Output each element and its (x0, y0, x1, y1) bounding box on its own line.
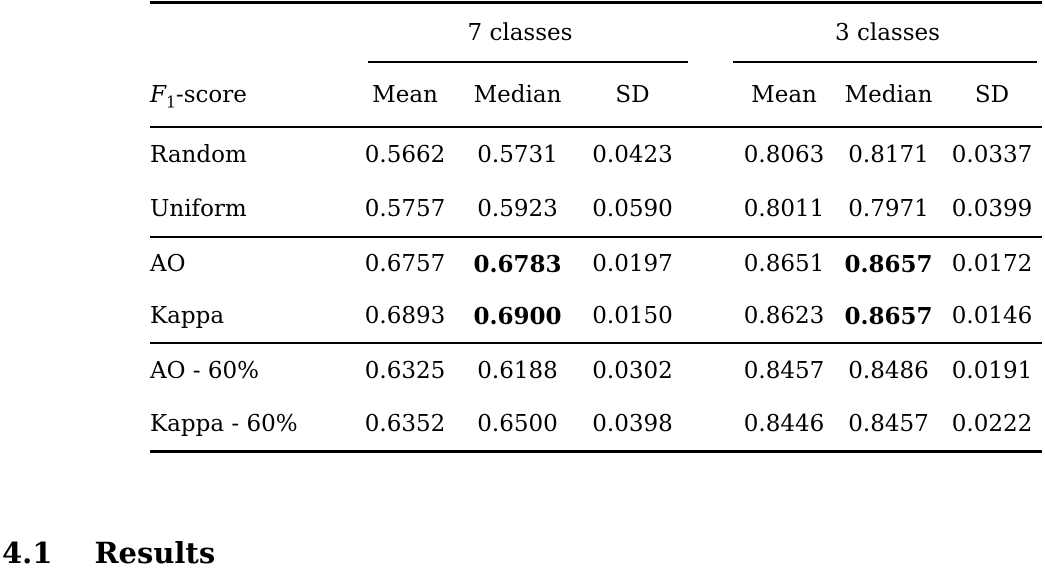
table-row-random: Random 0.5662 0.5731 0.0423 0.8063 0.817… (150, 128, 1042, 182)
table-cell: 0.6352 (364, 410, 446, 437)
table-cell: 0.5757 (364, 196, 446, 222)
table-cell: 0.6757 (364, 251, 446, 277)
row-label: Kappa - 60% (150, 410, 298, 437)
table-cell: 0.0337 (951, 142, 1033, 168)
group-header-3-classes: 3 classes (835, 19, 940, 46)
table-row-kappa: Kappa 0.6893 0.6900 0.0150 0.8623 0.8657… (150, 290, 1042, 342)
table-cell: 0.6325 (364, 357, 446, 384)
table-cell: 0.8063 (743, 142, 825, 168)
cmidrule-7-classes (368, 61, 688, 63)
table-cell: 0.8457 (743, 357, 825, 384)
table-cell-bold: 0.8657 (844, 302, 933, 330)
group-header-7-classes: 7 classes (467, 19, 573, 46)
table-top-rule (150, 1, 1042, 4)
col-header-sd-7: SD (615, 81, 650, 108)
table-bottom-rule (150, 450, 1042, 453)
row-label: Kappa (150, 303, 225, 329)
cmidrule-row (150, 61, 1042, 63)
table-cell: 0.8446 (743, 410, 825, 437)
results-table: 7 classes 3 classes F1-score Mean Median… (150, 0, 1042, 453)
table-cell: 0.6500 (477, 410, 558, 437)
table-cell: 0.0590 (592, 196, 673, 222)
table-row-uniform: Uniform 0.5757 0.5923 0.0590 0.8011 0.79… (150, 182, 1042, 236)
table-header-rule (150, 126, 1042, 128)
f1-rest: -score (175, 81, 247, 108)
table-cell-bold: 0.8657 (844, 250, 933, 278)
row-label: Uniform (150, 196, 247, 222)
table-mid-rule-2 (150, 342, 1042, 344)
table-cell: 0.0302 (592, 357, 673, 384)
table-column-header-row: F1-score Mean Median SD Mean Median SD (150, 63, 1042, 126)
col-header-median-7: Median (473, 81, 562, 108)
table-cell-bold: 0.6783 (473, 250, 562, 278)
table-cell: 0.8011 (743, 196, 825, 222)
table-cell: 0.0191 (951, 357, 1033, 384)
row-label: Random (150, 142, 247, 168)
table-cell: 0.0399 (951, 196, 1033, 222)
section-title: Results (94, 536, 216, 570)
section-number: 4.1 (2, 536, 53, 570)
table-cell: 0.0197 (592, 251, 673, 277)
table-row-ao: AO 0.6757 0.6783 0.0197 0.8651 0.8657 0.… (150, 238, 1042, 290)
col-header-mean-7: Mean (372, 81, 438, 108)
cmidrule-3-classes (733, 61, 1037, 63)
f1-letter: F (150, 81, 166, 108)
table-cell-bold: 0.6900 (473, 302, 562, 330)
table-cell: 0.0423 (592, 142, 673, 168)
col-header-sd-3: SD (974, 81, 1010, 108)
table-cell: 0.8171 (848, 142, 929, 168)
table-cell: 0.0398 (592, 410, 673, 437)
table-cell: 0.6188 (477, 357, 558, 384)
table-cell: 0.8651 (743, 251, 825, 277)
f1-subscript: 1 (165, 92, 176, 112)
table-cell: 0.0150 (592, 303, 673, 329)
table-cell: 0.8486 (848, 357, 929, 384)
table-cell: 0.5731 (477, 142, 558, 168)
row-label: AO - 60% (150, 357, 259, 384)
table-cell: 0.5662 (364, 142, 446, 168)
table-row-ao-60: AO - 60% 0.6325 0.6188 0.0302 0.8457 0.8… (150, 344, 1042, 397)
section-heading: 4.1 Results (2, 536, 215, 570)
table-cell: 0.0146 (951, 303, 1033, 329)
table-row-kappa-60: Kappa - 60% 0.6352 0.6500 0.0398 0.8446 … (150, 397, 1042, 450)
table-cell: 0.0222 (951, 410, 1033, 437)
table-mid-rule-1 (150, 236, 1042, 238)
col-header-mean-3: Mean (751, 81, 817, 108)
table-group-header-row: 7 classes 3 classes (150, 4, 1042, 61)
corner-label-f1-score: F1-score (150, 81, 350, 112)
table-cell: 0.8623 (743, 303, 825, 329)
col-header-median-3: Median (844, 81, 933, 108)
table-cell: 0.7971 (848, 196, 929, 222)
table-cell: 0.5923 (477, 196, 558, 222)
table-cell: 0.8457 (848, 410, 929, 437)
row-label: AO (150, 251, 186, 277)
table-cell: 0.0172 (951, 251, 1033, 277)
table-cell: 0.6893 (364, 303, 446, 329)
